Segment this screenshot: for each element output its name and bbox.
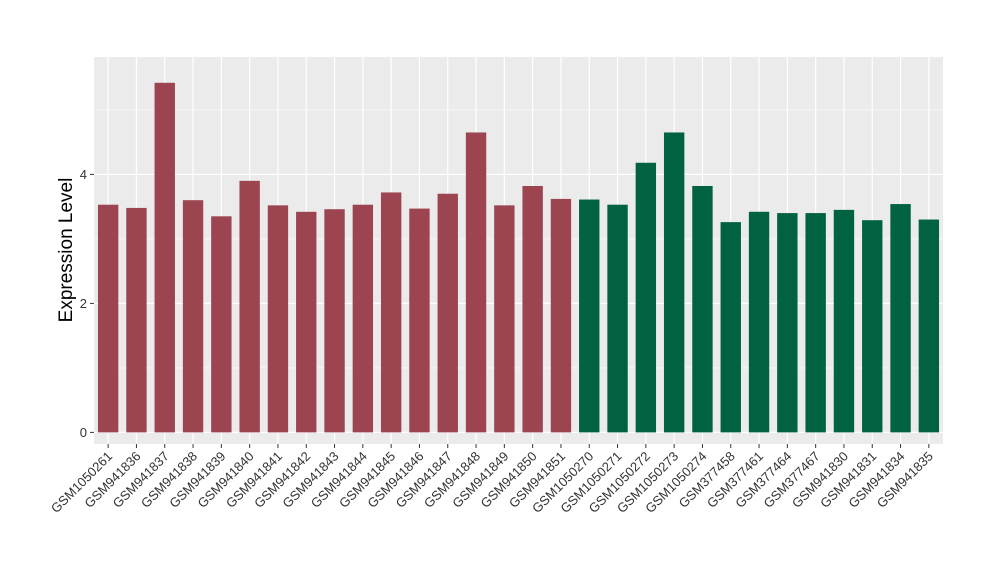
y-tick-label: 2 xyxy=(80,296,87,311)
bar-GSM941842 xyxy=(296,211,317,433)
plot-panel xyxy=(94,57,943,444)
bar-GSM941837 xyxy=(154,82,175,433)
bar-GSM941835 xyxy=(918,219,940,433)
bar-GSM1050273 xyxy=(663,132,685,433)
bar-GSM377467 xyxy=(805,213,826,433)
bar-GSM941851 xyxy=(550,198,572,433)
bar-GSM941831 xyxy=(862,220,883,433)
bar-GSM941841 xyxy=(267,205,289,433)
bar-GSM377458 xyxy=(720,222,741,433)
bar-GSM941843 xyxy=(324,209,345,433)
bar-GSM1050261 xyxy=(97,204,119,433)
bar-GSM941838 xyxy=(182,200,204,433)
y-tick-label: 0 xyxy=(80,425,87,440)
y-axis-title: Expression Level xyxy=(56,178,77,323)
bars xyxy=(97,82,940,433)
bar-GSM941846 xyxy=(409,208,430,433)
bar-GSM941850 xyxy=(522,186,543,433)
bar-GSM941840 xyxy=(239,180,260,433)
bar-GSM941849 xyxy=(494,205,515,433)
bar-GSM941834 xyxy=(890,204,911,433)
x-axis: GSM1050261GSM941836GSM941837GSM941838GSM… xyxy=(48,444,936,516)
y-tick-label: 4 xyxy=(80,167,87,182)
y-axis: 0 2 4 xyxy=(80,167,94,440)
bar-GSM1050270 xyxy=(579,199,600,433)
bar-GSM1050274 xyxy=(692,186,713,433)
bar-GSM941847 xyxy=(437,193,458,433)
bar-GSM941845 xyxy=(380,192,402,433)
bar-GSM941830 xyxy=(833,209,855,433)
bar-GSM377464 xyxy=(777,213,798,433)
bar-GSM941848 xyxy=(465,132,487,433)
bar-GSM1050272 xyxy=(635,162,657,433)
bar-GSM941844 xyxy=(352,204,374,433)
bar-GSM377461 xyxy=(748,211,770,433)
bar-GSM941839 xyxy=(211,216,232,433)
bar-GSM941836 xyxy=(126,207,147,433)
bar-GSM1050271 xyxy=(607,204,628,433)
